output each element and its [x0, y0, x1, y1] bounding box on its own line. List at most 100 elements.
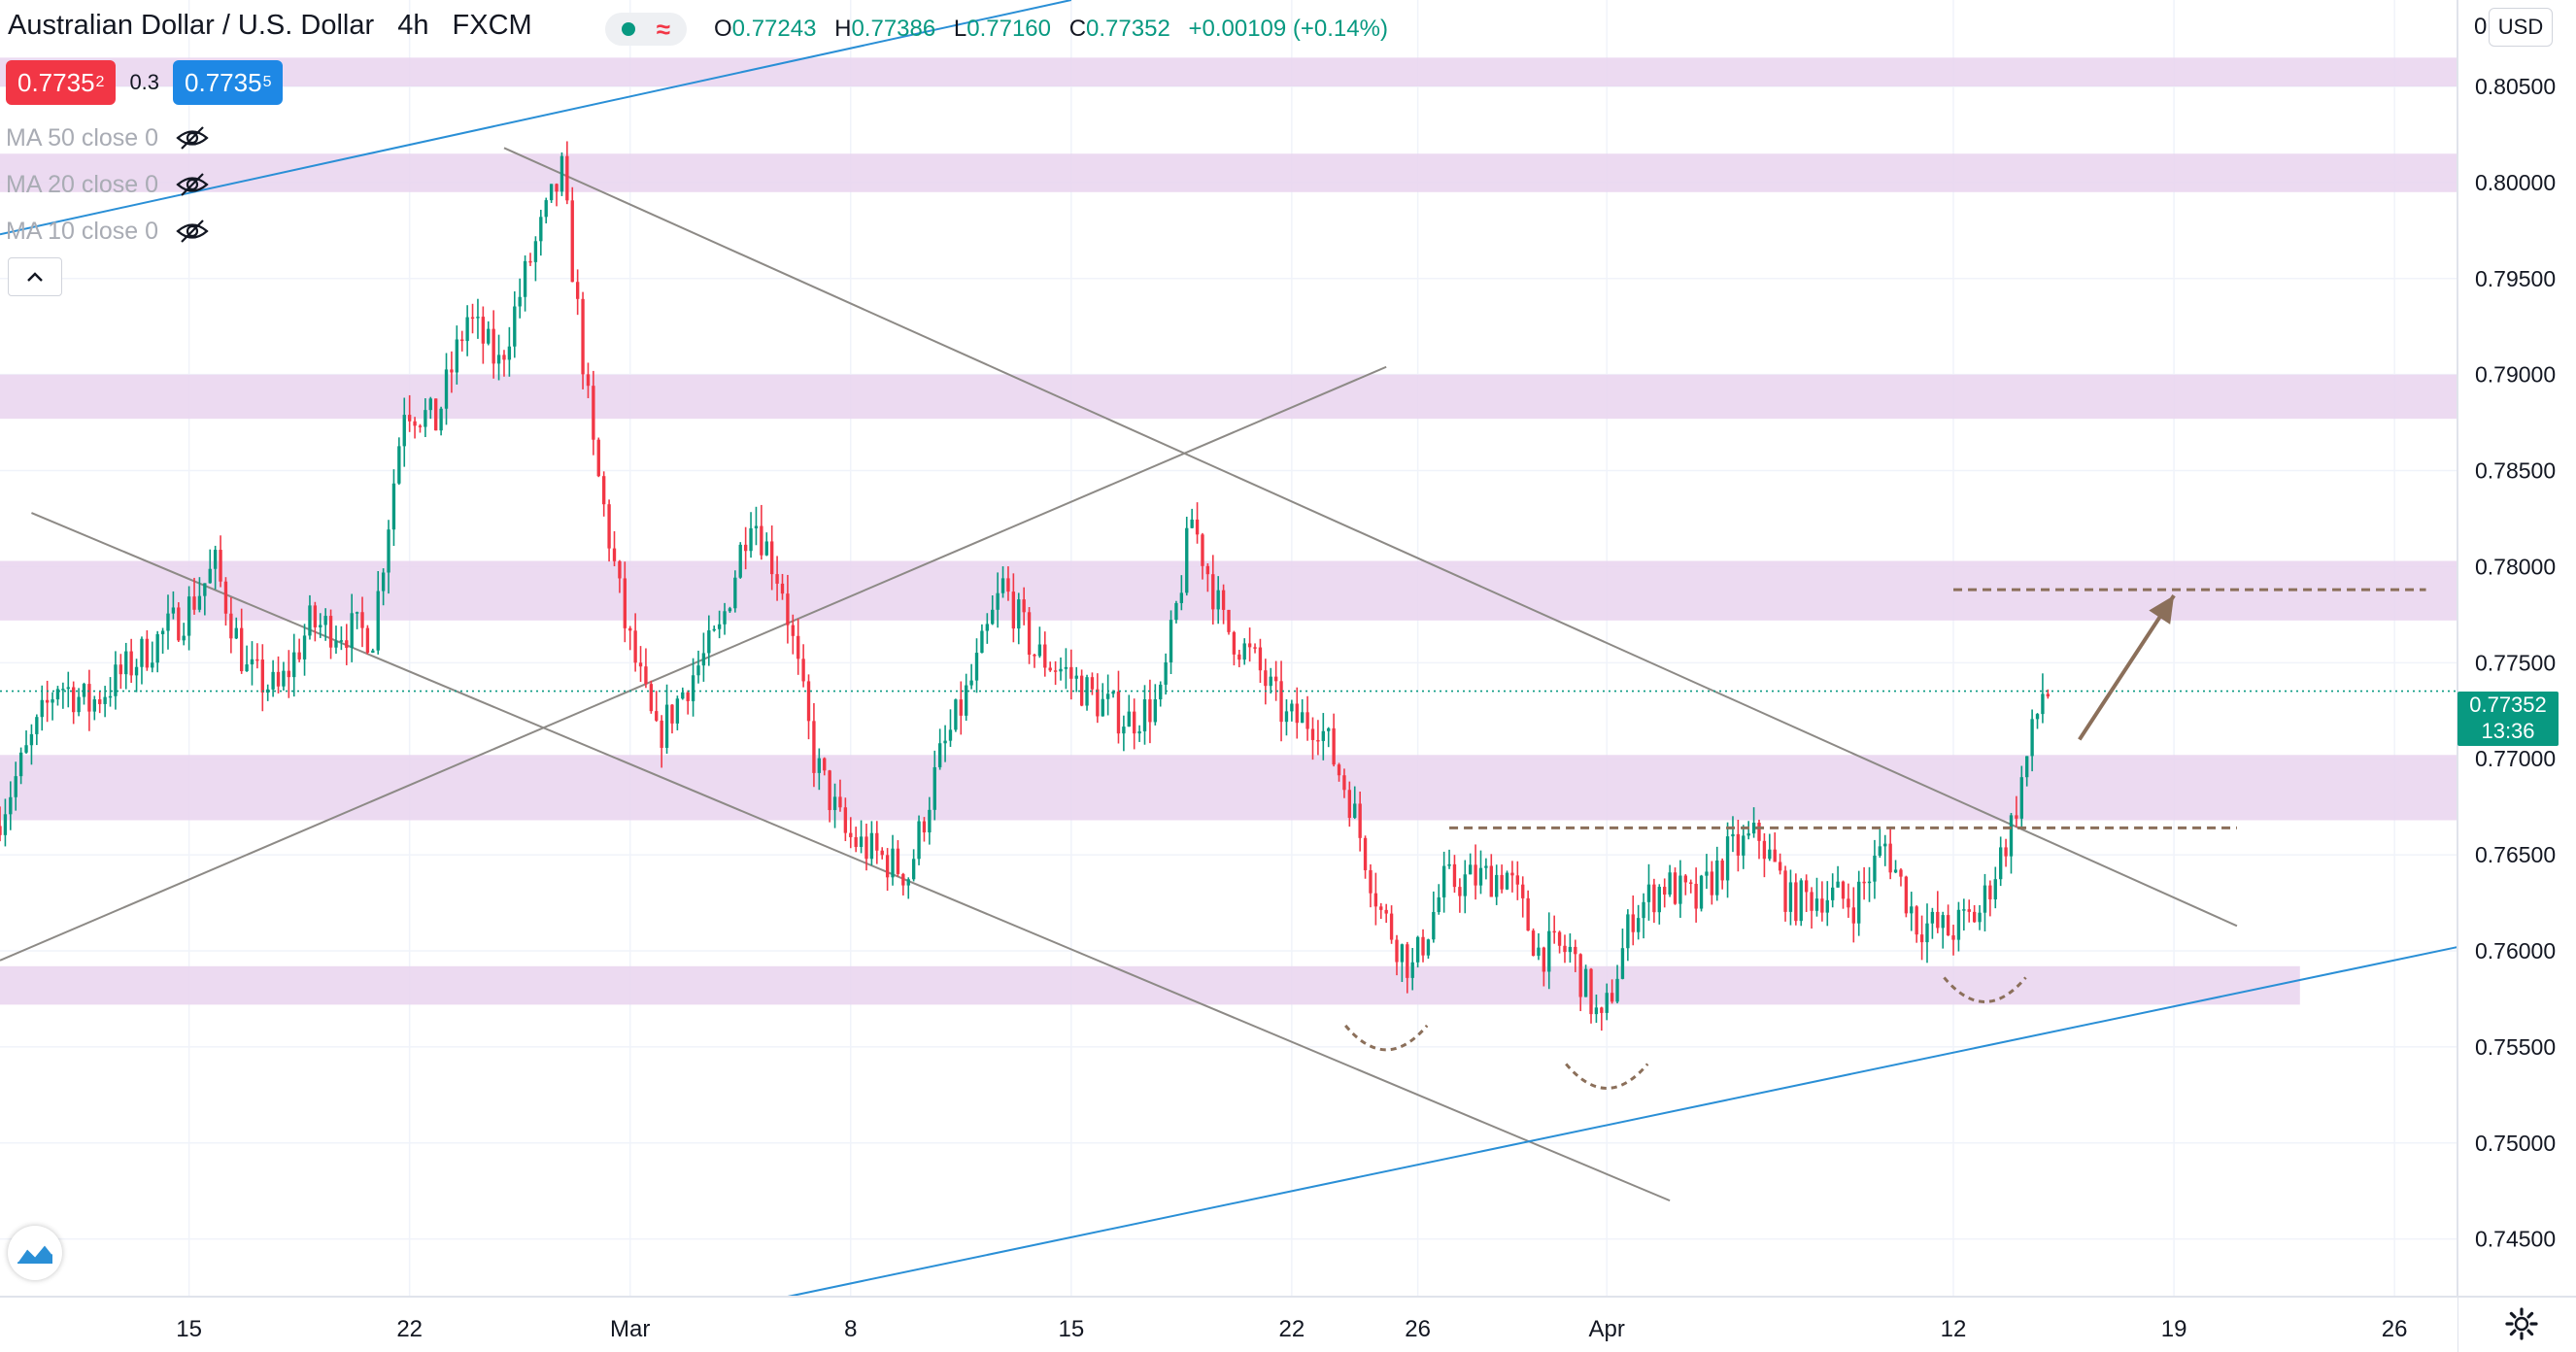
indicator-ma20[interactable]: MA 20 close 0 [6, 161, 209, 208]
candle-body [575, 282, 580, 299]
eye-hidden-icon[interactable] [176, 125, 209, 151]
candle [2025, 756, 2029, 787]
candle-body [2035, 714, 2040, 720]
interval-label[interactable]: 4h [397, 10, 429, 41]
indicator-ma10[interactable]: MA 10 close 0 [6, 208, 209, 254]
candle-body [1515, 875, 1520, 885]
candle [1148, 679, 1152, 744]
candle [738, 542, 742, 579]
gear-icon[interactable] [2504, 1306, 2539, 1341]
candle-body [1421, 936, 1425, 956]
candle-body [145, 638, 150, 668]
candle-body [1642, 901, 1645, 919]
candle-body [843, 807, 848, 833]
candle [832, 783, 837, 828]
candle [1831, 873, 1835, 908]
candle [1384, 903, 1388, 924]
collapse-legend-button[interactable] [8, 257, 62, 296]
candle [496, 334, 501, 381]
zones [0, 57, 2457, 1005]
candle [444, 353, 449, 425]
candle-body [345, 640, 349, 649]
candle-body [1578, 954, 1582, 997]
candle-body [1358, 803, 1362, 838]
candle-body [1936, 911, 1940, 929]
candle-body [1762, 840, 1767, 860]
candle [1227, 609, 1231, 635]
currency-selector[interactable]: USD [2489, 8, 2553, 47]
candle-body [969, 680, 973, 686]
y-tick-label: 0.79500 [2475, 266, 2556, 291]
candle-body [791, 625, 795, 636]
candle-body [996, 592, 1000, 610]
candle [439, 406, 443, 436]
candle-body [334, 640, 338, 648]
candle-body [1301, 712, 1305, 724]
sell-button[interactable]: 0.7735 2 [6, 60, 117, 105]
tradingview-logo-icon [17, 1242, 53, 1264]
candle [559, 152, 564, 196]
symbol-name[interactable]: Australian Dollar / U.S. Dollar [8, 10, 375, 41]
candle [1074, 666, 1078, 693]
candle [24, 730, 28, 755]
candle-body [1646, 884, 1651, 902]
indicator-label: MA 50 close 0 [6, 123, 159, 152]
candle [387, 520, 390, 594]
candle-body [1715, 860, 1719, 896]
eye-hidden-icon[interactable] [176, 219, 209, 244]
candle-body [1232, 631, 1237, 655]
candle [1657, 884, 1661, 925]
candle [1636, 904, 1641, 940]
candle-body [1788, 882, 1793, 912]
candle-body [470, 317, 475, 320]
candle-body [1899, 869, 1903, 877]
candle [1642, 893, 1645, 939]
x-tick-label: Mar [610, 1316, 650, 1342]
candle-body [523, 260, 527, 297]
candle-body [533, 241, 538, 262]
candle [1079, 669, 1084, 707]
candle [29, 724, 34, 765]
tradingview-logo[interactable] [8, 1226, 62, 1280]
candle-body [1111, 692, 1115, 694]
candle-body [1574, 946, 1577, 955]
candle-body [1011, 592, 1016, 629]
candle [1847, 883, 1850, 918]
candle-body [832, 796, 837, 811]
candle [1489, 854, 1493, 897]
candle [1956, 901, 1961, 952]
candle [229, 597, 233, 654]
candle [1452, 855, 1457, 894]
candle-body [1610, 993, 1614, 1002]
candle-body [1893, 869, 1898, 873]
candle-body [1993, 879, 1997, 899]
candle [823, 757, 827, 776]
candle-body [1201, 534, 1204, 566]
candle [82, 682, 86, 705]
candle-body [1395, 939, 1399, 963]
candle-body [229, 613, 233, 639]
candle [1441, 851, 1446, 913]
candle-body [1652, 884, 1656, 913]
candle-body [151, 662, 154, 668]
candle [92, 695, 96, 721]
candle-body [1742, 835, 1746, 856]
buy-button[interactable]: 0.7735 5 [173, 60, 284, 105]
candle [1605, 983, 1609, 1021]
candle-body [780, 583, 785, 594]
candle-body [1873, 855, 1877, 882]
candle-body [1142, 699, 1147, 732]
candle [1273, 660, 1278, 701]
eye-hidden-icon[interactable] [176, 172, 209, 197]
candle-body [1053, 670, 1058, 672]
candle-body [77, 696, 81, 713]
indicator-ma50[interactable]: MA 50 close 0 [6, 115, 209, 161]
candle [1757, 819, 1761, 860]
symbol-header[interactable]: Australian Dollar / U.S. Dollar 4h FXCM [8, 10, 548, 42]
candle [1174, 600, 1178, 624]
candle [649, 680, 654, 714]
candle [371, 648, 375, 654]
candle [266, 684, 270, 701]
candle [581, 291, 585, 389]
